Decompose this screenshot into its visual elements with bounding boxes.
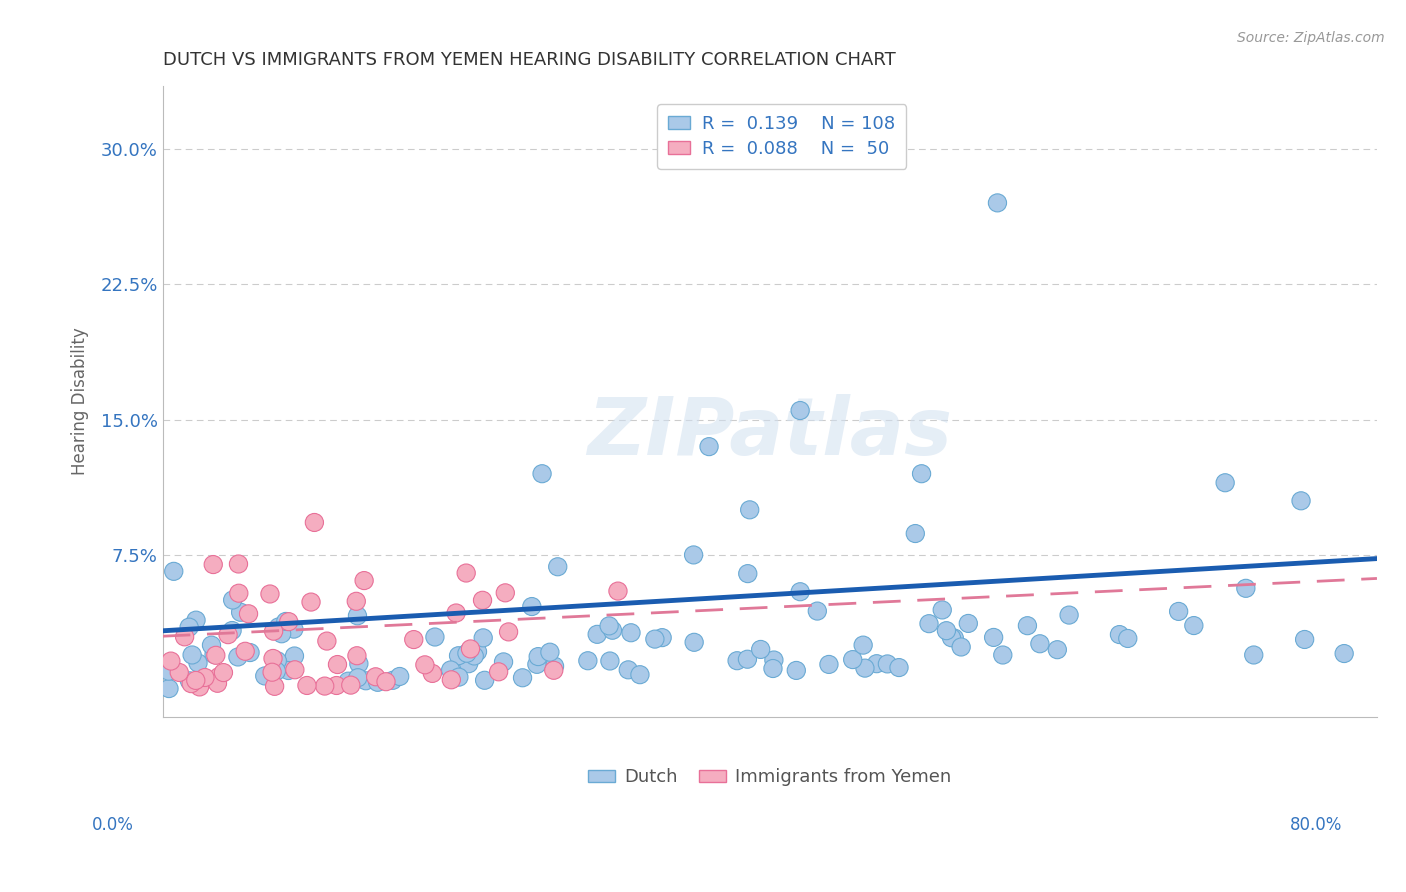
Text: Source: ZipAtlas.com: Source: ZipAtlas.com	[1237, 31, 1385, 45]
Text: 0.0%: 0.0%	[91, 816, 134, 834]
Y-axis label: Hearing Disability: Hearing Disability	[72, 327, 89, 475]
Text: 80.0%: 80.0%	[1291, 816, 1343, 834]
Text: ZIPatlas: ZIPatlas	[588, 394, 952, 472]
Text: DUTCH VS IMMIGRANTS FROM YEMEN HEARING DISABILITY CORRELATION CHART: DUTCH VS IMMIGRANTS FROM YEMEN HEARING D…	[163, 51, 896, 69]
Legend: Dutch, Immigrants from Yemen: Dutch, Immigrants from Yemen	[581, 761, 959, 794]
